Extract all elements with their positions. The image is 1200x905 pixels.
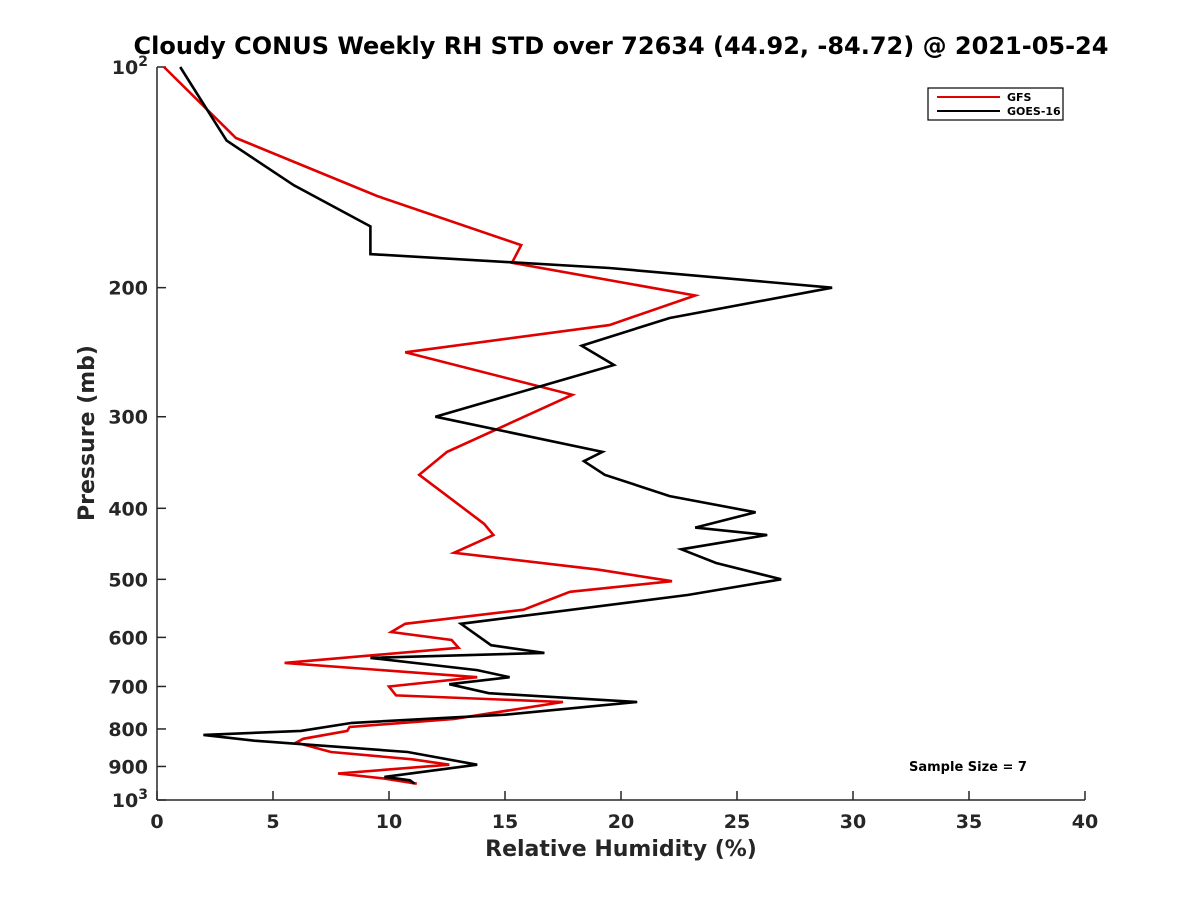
series-line-gfs — [163, 66, 701, 785]
x-tick-label: 25 — [724, 811, 750, 833]
y-tick-label: 300 — [108, 407, 148, 429]
sample-size-annotation: Sample Size = 7 — [909, 760, 1027, 775]
legend-box — [927, 87, 1064, 121]
x-tick-label: 40 — [1072, 811, 1098, 833]
y-tick-label: 900 — [108, 756, 148, 778]
x-tick-label: 5 — [266, 811, 279, 833]
legend-label-gfs: GFS — [1007, 91, 1032, 104]
y-tick-label: 400 — [108, 498, 148, 520]
x-axis-label: Relative Humidity (%) — [485, 837, 757, 862]
y-tick-label: 200 — [108, 278, 148, 300]
legend: GFS GOES-16 — [927, 87, 1064, 121]
x-tick-label: 15 — [492, 811, 518, 833]
legend-label-goes-16: GOES-16 — [1007, 105, 1061, 118]
chart-title: Cloudy CONUS Weekly RH STD over 72634 (4… — [134, 32, 1109, 60]
y-tick-label: 500 — [108, 569, 148, 591]
x-tick-label: 20 — [608, 811, 634, 833]
y-tick-label: 800 — [108, 719, 148, 741]
x-tick-label: 35 — [956, 811, 982, 833]
x-tick-label: 10 — [376, 811, 402, 833]
y-axis-label: Pressure (mb) — [75, 345, 100, 521]
x-tick-label: 30 — [840, 811, 866, 833]
plot-area — [163, 66, 833, 785]
y-tick-label: 700 — [108, 676, 148, 698]
series-line-goes-16 — [179, 66, 833, 785]
x-tick-label: 0 — [150, 811, 163, 833]
axes: 0 5 10 15 20 25 30 35 40102200300400500600700800… — [108, 54, 1098, 833]
y-tick-label: 600 — [108, 627, 148, 649]
